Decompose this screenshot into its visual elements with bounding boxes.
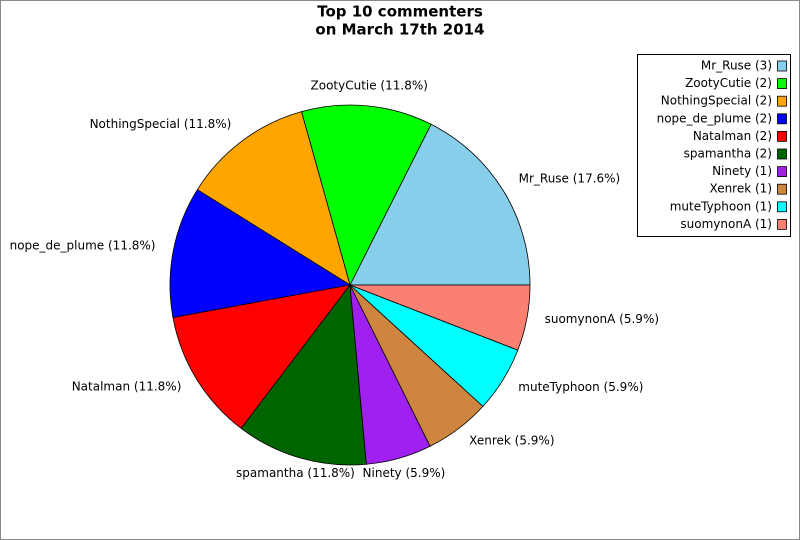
legend-label: Ninety (1) (712, 164, 772, 178)
slice-label: Natalman (11.8%) (72, 379, 182, 393)
legend-swatch (777, 148, 787, 160)
legend-label: spamantha (2) (684, 147, 772, 161)
slice-label: Ninety (5.9%) (363, 466, 446, 480)
legend-swatch (777, 218, 787, 230)
legend-swatch (777, 183, 787, 195)
legend-label: NothingSpecial (2) (661, 94, 772, 108)
slice-label: NothingSpecial (11.8%) (90, 117, 232, 131)
pie-slice (169, 189, 352, 319)
slice-label: muteTyphoon (5.9%) (518, 380, 643, 394)
chart-title: Top 10 commenters (317, 3, 483, 21)
slice-label: spamantha (11.8%) (236, 466, 355, 480)
legend-label: Natalman (2) (693, 129, 772, 143)
legend-label: ZootyCutie (2) (685, 76, 772, 90)
legend-label: muteTyphoon (1) (670, 199, 772, 213)
legend-swatch (777, 130, 787, 142)
slice-label: suomynonA (5.9%) (545, 312, 659, 326)
slice-label: Xenrek (5.9%) (469, 434, 554, 448)
legend-swatch (777, 166, 787, 178)
legend-swatch (777, 95, 787, 107)
slice-label: nope_de_plume (11.8%) (10, 238, 156, 252)
legend-box (637, 54, 791, 237)
slice-label: Mr_Ruse (17.6%) (519, 172, 621, 186)
legend-label: suomynonA (1) (680, 217, 772, 231)
legend-label: Mr_Ruse (3) (701, 59, 772, 73)
slice-label: ZootyCutie (11.8%) (311, 78, 428, 92)
chart-subtitle: on March 17th 2014 (315, 21, 484, 39)
legend-swatch (777, 78, 787, 89)
legend-label: nope_de_plume (2) (657, 111, 772, 125)
pie-slice (349, 284, 531, 351)
pie-slice (172, 284, 351, 429)
pie-slice (240, 283, 367, 466)
legend-swatch (777, 113, 787, 125)
pie-slice (301, 104, 432, 287)
pie-slice (349, 123, 531, 286)
legend-label: Xenrek (1) (710, 182, 772, 196)
legend-swatch (777, 60, 787, 72)
pie-slice (196, 111, 351, 286)
legend-swatch (777, 201, 787, 213)
